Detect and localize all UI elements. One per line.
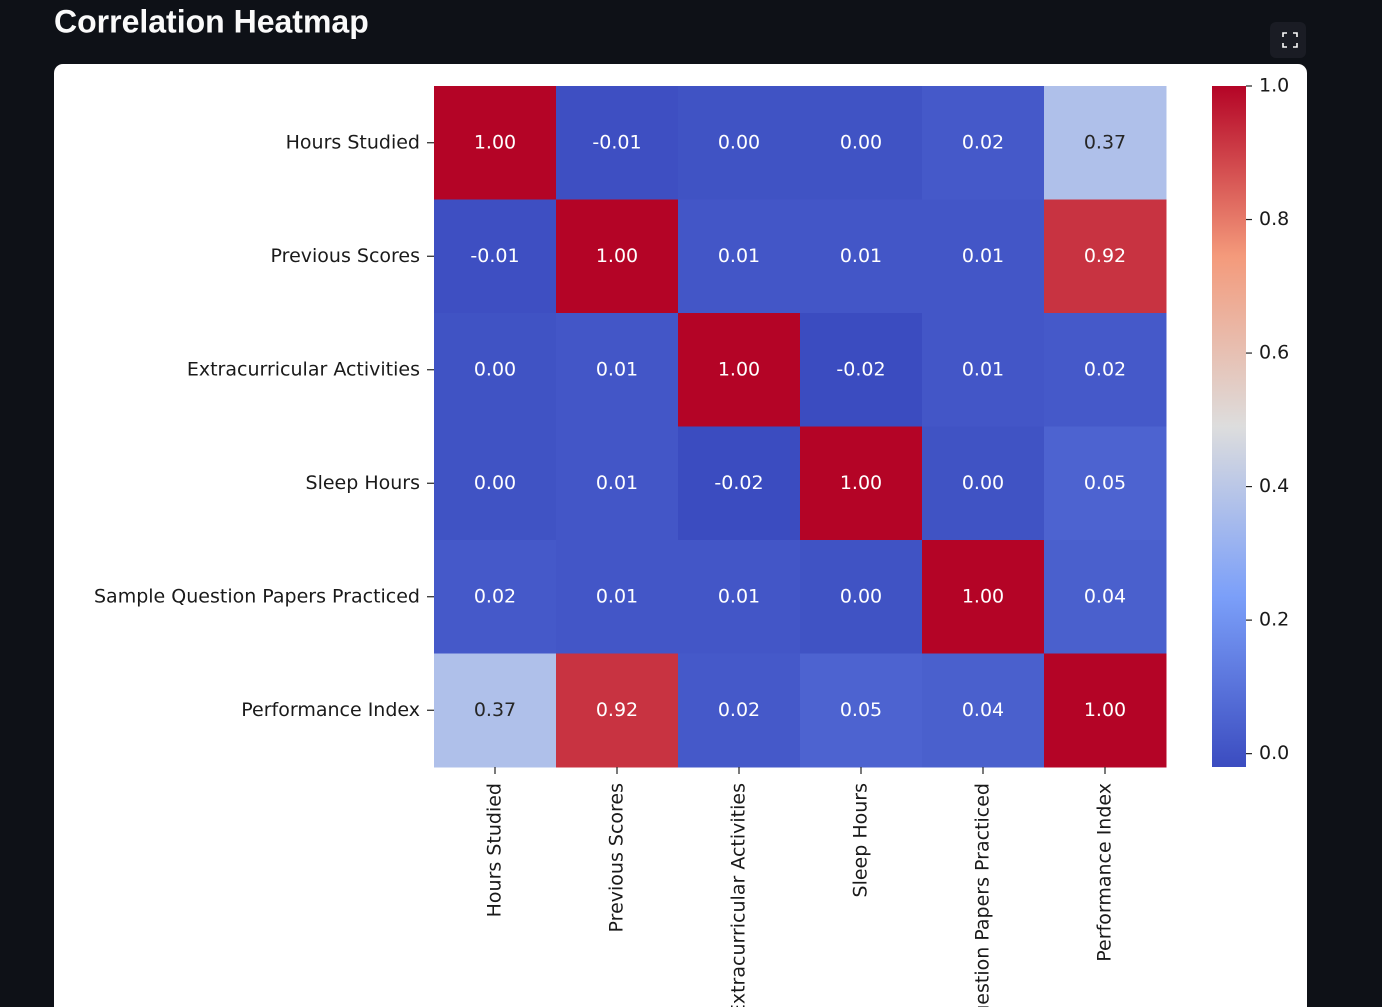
cell-label: 0.05 xyxy=(1084,472,1126,494)
heatmap-cell xyxy=(800,199,923,314)
cell-label: 0.00 xyxy=(840,585,882,607)
heatmap-cell xyxy=(678,313,801,427)
x-tick-label: Performance Index xyxy=(1094,783,1116,962)
fullscreen-button[interactable] xyxy=(1270,22,1306,58)
heatmap-cell xyxy=(556,426,679,541)
heatmap-cell xyxy=(922,653,1045,768)
heatmap-cell xyxy=(678,199,801,314)
heatmap-cell xyxy=(556,199,679,314)
heatmap-cell xyxy=(1044,86,1167,200)
colorbar-tick-label: 1.0 xyxy=(1259,75,1289,97)
cell-label: 0.92 xyxy=(1084,245,1126,267)
heatmap-cell xyxy=(434,86,557,200)
cell-label: 0.00 xyxy=(474,358,516,380)
cell-label: 0.01 xyxy=(596,585,638,607)
heatmap-cell xyxy=(1044,426,1167,541)
y-tick-label: Sample Question Papers Practiced xyxy=(94,585,420,607)
x-tick-label: Sleep Hours xyxy=(850,783,872,897)
page-title: Correlation Heatmap xyxy=(54,3,369,39)
heatmap-cell xyxy=(800,313,923,427)
y-tick-label: Sleep Hours xyxy=(306,472,420,494)
y-tick-label: Extracurricular Activities xyxy=(187,358,420,380)
heatmap-cell xyxy=(556,86,679,200)
heatmap-cell xyxy=(800,653,923,768)
cell-label: 0.04 xyxy=(1084,585,1126,607)
cell-label: -0.02 xyxy=(836,358,885,380)
heatmap-cell xyxy=(922,540,1045,654)
cell-label: 0.02 xyxy=(474,585,516,607)
heatmap-cell xyxy=(678,426,801,541)
colorbar-tick-label: 0.0 xyxy=(1259,742,1289,764)
cell-label: 0.05 xyxy=(840,699,882,721)
heatmap-cell xyxy=(434,199,557,314)
heatmap-cell xyxy=(1044,653,1167,768)
heatmap-cell xyxy=(1044,199,1167,314)
cell-label: 0.01 xyxy=(718,245,760,267)
cell-label: 0.02 xyxy=(962,131,1004,153)
cell-label: -0.01 xyxy=(470,245,519,267)
heatmap-cell xyxy=(556,313,679,427)
cell-label: -0.01 xyxy=(592,131,641,153)
cell-label: 0.01 xyxy=(962,245,1004,267)
cell-label: 1.00 xyxy=(840,472,882,494)
heatmap-cell xyxy=(800,86,923,200)
cell-label: 0.01 xyxy=(840,245,882,267)
heatmap-cell xyxy=(800,540,923,654)
cell-label: 0.02 xyxy=(718,699,760,721)
heatmap-cell xyxy=(678,540,801,654)
cell-label: -0.02 xyxy=(714,472,763,494)
heatmap-cell xyxy=(434,653,557,768)
cell-label: 1.00 xyxy=(718,358,760,380)
cell-label: 0.01 xyxy=(596,358,638,380)
cell-label: 0.01 xyxy=(596,472,638,494)
heatmap-cell xyxy=(1044,313,1167,427)
heatmap-cell xyxy=(678,653,801,768)
heatmap-cell xyxy=(800,426,923,541)
heatmap-cell xyxy=(556,540,679,654)
cell-label: 0.04 xyxy=(962,699,1004,721)
heatmap-cell xyxy=(434,313,557,427)
colorbar-tick-label: 0.8 xyxy=(1259,208,1289,230)
heatmap-cell xyxy=(434,426,557,541)
cell-label: 1.00 xyxy=(962,585,1004,607)
colorbar-tick-label: 0.6 xyxy=(1259,342,1289,364)
cell-label: 1.00 xyxy=(1084,699,1126,721)
y-tick-label: Performance Index xyxy=(241,699,420,721)
cell-label: 1.00 xyxy=(596,245,638,267)
heatmap-cell xyxy=(556,653,679,768)
heatmap-cell xyxy=(922,313,1045,427)
colorbar xyxy=(1212,86,1246,767)
cell-label: 0.00 xyxy=(962,472,1004,494)
y-tick-label: Previous Scores xyxy=(271,245,420,267)
x-tick-label: Sample Question Papers Practiced xyxy=(972,783,994,1007)
cell-label: 0.00 xyxy=(474,472,516,494)
cell-label: 0.01 xyxy=(962,358,1004,380)
cell-label: 0.01 xyxy=(718,585,760,607)
cell-label: 0.92 xyxy=(596,699,638,721)
heatmap-cell xyxy=(1044,540,1167,654)
cell-label: 0.00 xyxy=(718,131,760,153)
heatmap-cell xyxy=(678,86,801,200)
colorbar-tick-label: 0.2 xyxy=(1259,609,1289,631)
colorbar-tick-label: 0.4 xyxy=(1259,475,1289,497)
heatmap-cell xyxy=(434,540,557,654)
x-tick-label: Previous Scores xyxy=(606,783,628,932)
heatmap-cell xyxy=(922,426,1045,541)
cell-label: 0.37 xyxy=(1084,131,1126,153)
x-tick-label: Extracurricular Activities xyxy=(728,783,750,1007)
cell-label: 1.00 xyxy=(474,131,516,153)
fullscreen-icon xyxy=(1282,32,1298,48)
cell-label: 0.02 xyxy=(1084,358,1126,380)
heatmap-cell xyxy=(922,86,1045,200)
y-tick-label: Hours Studied xyxy=(286,131,420,153)
heatmap-cell xyxy=(922,199,1045,314)
cell-label: 0.00 xyxy=(840,131,882,153)
cell-label: 0.37 xyxy=(474,699,516,721)
x-tick-label: Hours Studied xyxy=(484,783,506,917)
